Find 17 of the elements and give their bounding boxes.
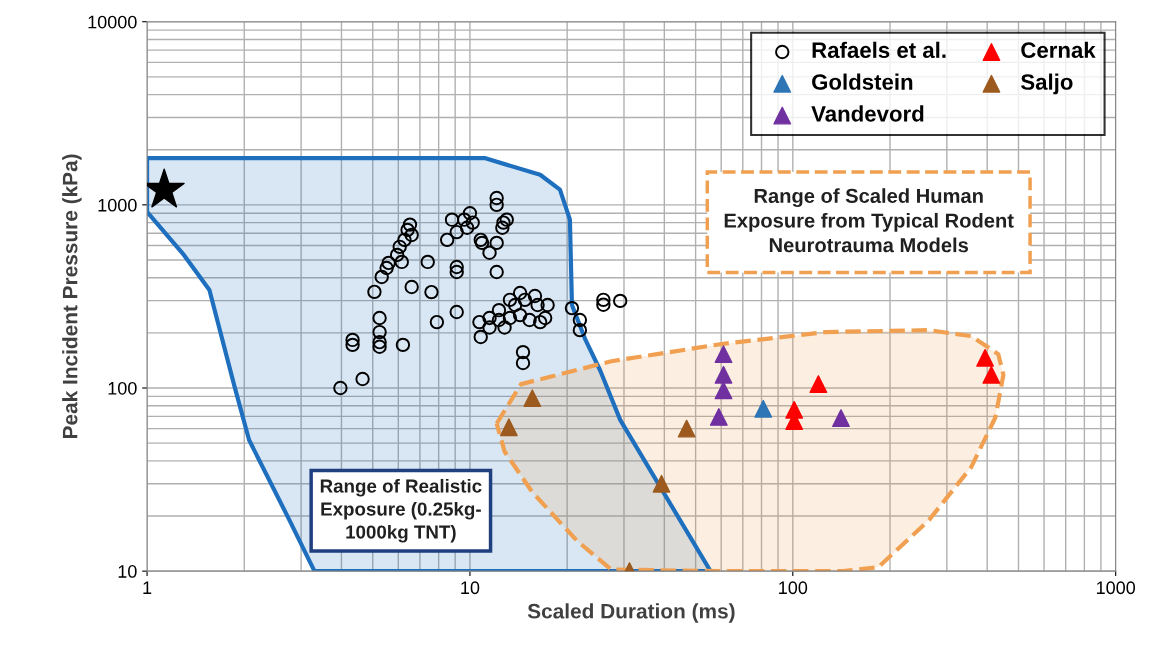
legend-label: Vandevord [811, 105, 924, 122]
annotation: Range of Realistic Exposure (0.25kg-1000kg TNT) [320, 478, 482, 543]
y-tick-label: 1000 [98, 198, 137, 212]
x-tick-label: 1 [143, 581, 152, 594]
legend-label: Rafaels et al. [812, 41, 946, 59]
y-tick-label: 100 [108, 381, 137, 395]
annotation: Range of Scaled Human Exposure from Typical Rodent Neurotrauma Models [724, 188, 1014, 253]
legend-label: Cernak [1021, 41, 1096, 59]
x-tick-label: 10 [461, 581, 480, 595]
x-axis-title: Scaled Duration (ms) [527, 603, 735, 623]
x-tick-label: 1000 [1096, 581, 1136, 595]
y-tick-label: 10000 [88, 15, 137, 29]
legend-label: Saljo [1020, 73, 1073, 95]
x-tick-label: 100 [779, 581, 808, 595]
y-tick-label: 10 [118, 565, 137, 578]
y-axis-title: Peak Incident Pressure (kPa) [62, 154, 82, 439]
legend-label: Goldstein [812, 73, 913, 90]
